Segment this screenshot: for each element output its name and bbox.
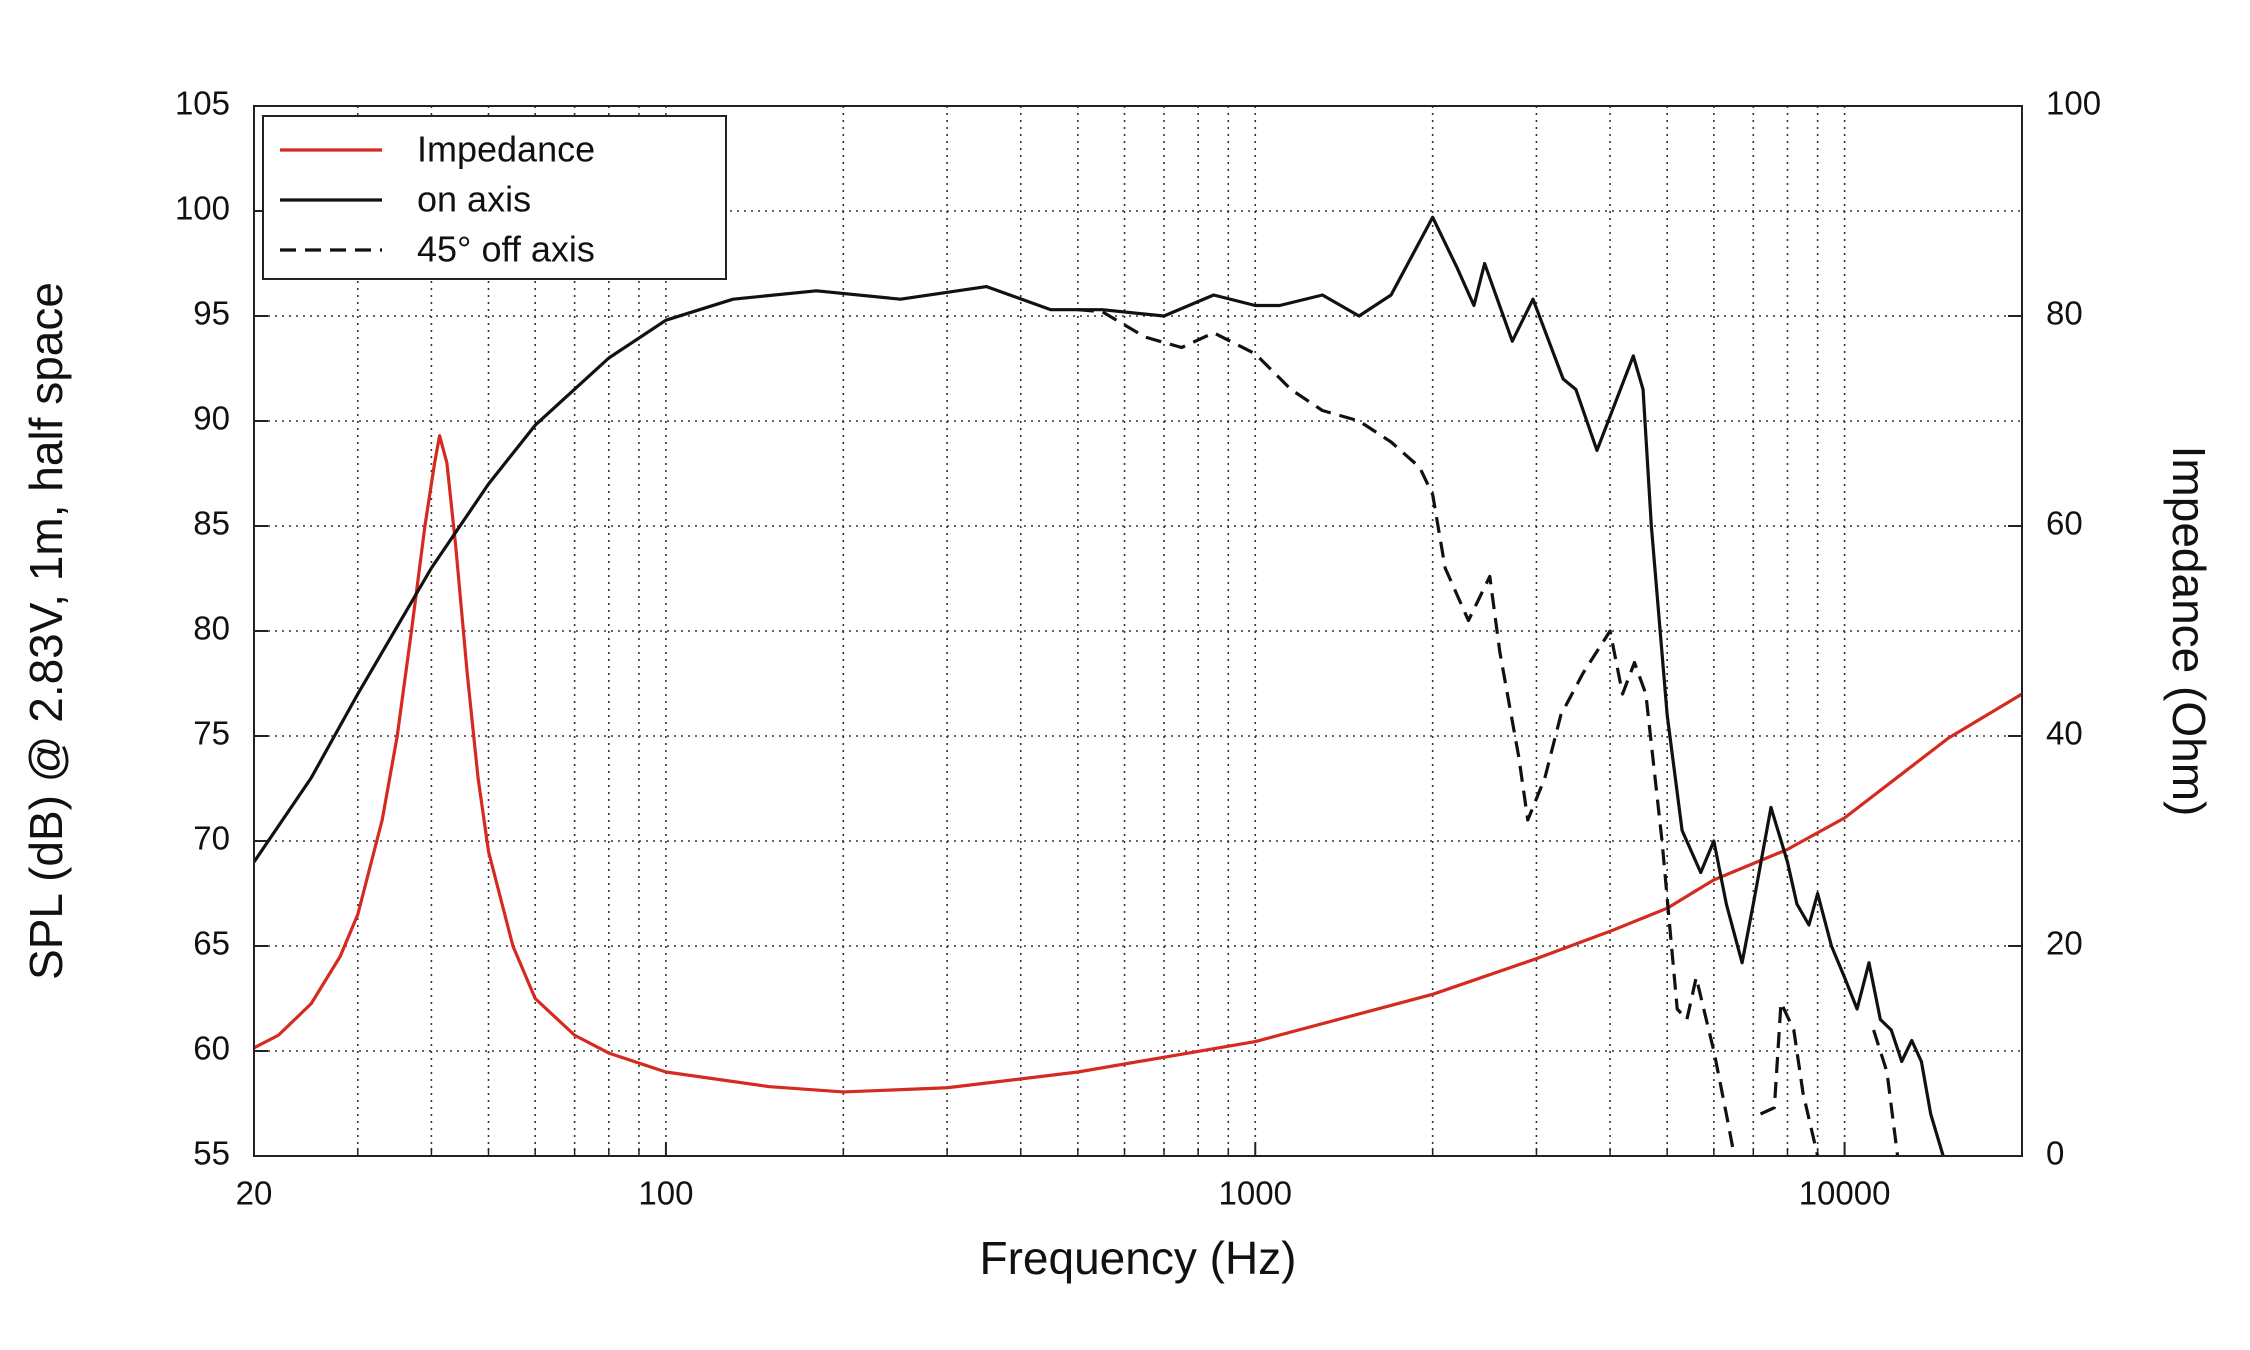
labels-layer: 20 100 1000 10000 55 60 65 70 75 80 85 90 95 100 105 0 2… (175, 85, 2101, 1212)
y-axis-title: SPL (dB) @ 2.83V, 1m, half space (20, 282, 72, 980)
y-tick-label: 65 (193, 925, 230, 962)
y-tick-label: 85 (193, 505, 230, 542)
legend-label: 45° off axis (417, 229, 595, 270)
y2-tick-label: 20 (2046, 925, 2083, 962)
series-line (254, 215, 1945, 1156)
y2-tick-label: 40 (2046, 715, 2083, 752)
x-tick-label: 100 (638, 1175, 693, 1212)
plot-frame (253, 105, 2023, 1157)
x-axis-title: Frequency (Hz) (980, 1232, 1297, 1284)
legend-label: on axis (417, 179, 531, 220)
x-tick-label: 20 (236, 1175, 273, 1212)
x-tick-label: 10000 (1799, 1175, 1891, 1212)
y-tick-label: 90 (193, 400, 230, 437)
series-line (1077, 308, 1900, 1156)
y-tick-label: 80 (193, 610, 230, 647)
y-tick-label: 55 (193, 1135, 230, 1172)
series-layer (254, 215, 2022, 1156)
y-tick-label: 70 (193, 820, 230, 857)
series-line (254, 434, 2022, 1094)
y2-axis-title: Impedance (Ohm) (2163, 446, 2215, 817)
y-tick-label: 75 (193, 715, 230, 752)
legend-box (262, 115, 727, 280)
y2-tick-label: 60 (2046, 505, 2083, 542)
x-tick-label: 1000 (1219, 1175, 1292, 1212)
y2-tick-label: 100 (2046, 85, 2101, 122)
legend: Impedance on axis 45° off axis (262, 115, 727, 280)
y-tick-label: 95 (193, 295, 230, 332)
y2-tick-label: 80 (2046, 295, 2083, 332)
y2-tick-label: 0 (2046, 1135, 2064, 1172)
y-tick-label: 60 (193, 1030, 230, 1067)
y-tick-label: 100 (175, 190, 230, 227)
legend-label: Impedance (417, 129, 595, 170)
y-tick-label: 105 (175, 85, 230, 122)
